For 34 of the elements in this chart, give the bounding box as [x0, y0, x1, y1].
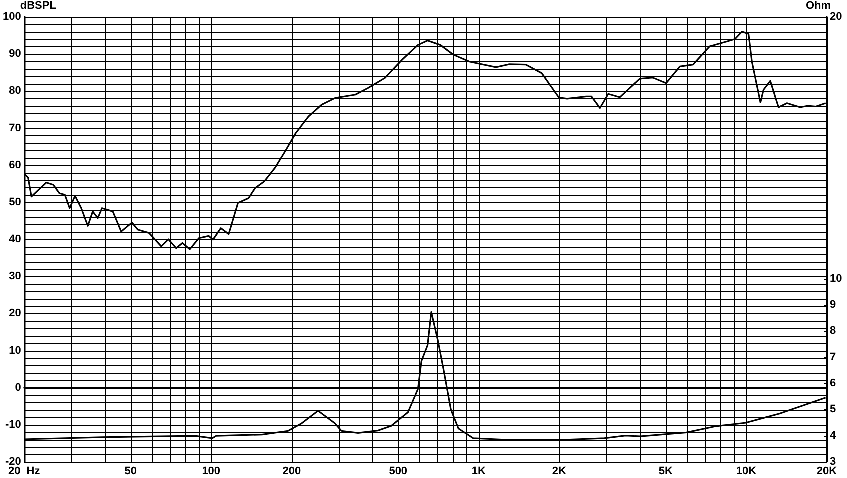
y-tick-label: -20 — [5, 456, 22, 468]
y-tick-label: 10 — [9, 344, 22, 357]
x-tick-label: 2K — [552, 466, 567, 478]
y2-tick-label: 5 — [830, 404, 836, 416]
y-tick-label: 70 — [9, 122, 22, 134]
y-tick-label: 40 — [9, 234, 22, 246]
x-tick-label: 20 Hz — [8, 466, 41, 478]
y-tick-label: 100 — [2, 11, 22, 23]
y2-tick-label: 4 — [830, 430, 837, 442]
y-tick-label: 90 — [9, 48, 22, 60]
x-tick-label: 1K — [472, 466, 486, 478]
x-tick-label: 50 — [124, 466, 137, 478]
x-tick-label: 500 — [389, 466, 408, 478]
y2-axis-title: Ohm — [806, 0, 832, 12]
y2-tick-label: 7 — [830, 351, 836, 364]
x-tick-label: 5K — [658, 466, 674, 478]
y-tick-label: 60 — [9, 159, 22, 172]
y-tick-label: 20 — [9, 308, 22, 320]
y-tick-label: 50 — [9, 196, 22, 208]
y-tick-label: 80 — [9, 85, 22, 98]
x-tick-label: 20K — [816, 466, 838, 478]
x-tick-label: 100 — [202, 466, 221, 478]
x-tick-label: 200 — [282, 466, 302, 478]
y-tick-label: 30 — [9, 270, 22, 283]
y-axis-title: dBSPL — [20, 0, 57, 12]
y2-tick-label: 8 — [830, 325, 836, 338]
y-tick-label: -10 — [5, 418, 22, 431]
y2-tick-label: 20 — [830, 11, 842, 23]
y-tick-label: 0 — [15, 382, 22, 394]
y2-tick-label: 3 — [830, 456, 836, 468]
x-tick-label: 10K — [736, 466, 757, 478]
y2-tick-label: 9 — [830, 298, 836, 311]
y2-tick-label: 10 — [830, 272, 842, 285]
y2-tick-label: 6 — [830, 377, 836, 390]
